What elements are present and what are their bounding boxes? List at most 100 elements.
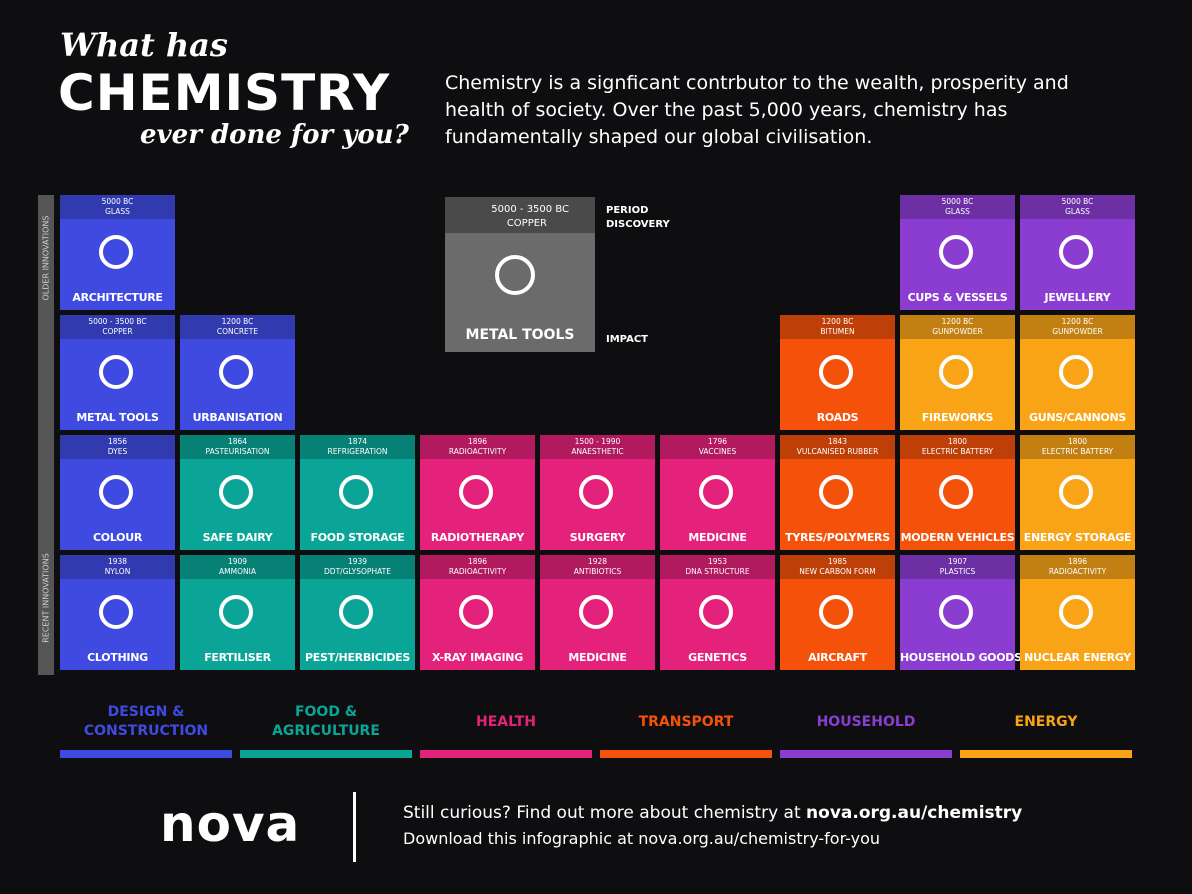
tile-discovery: ELECTRIC BATTERY xyxy=(921,447,994,456)
legend-label: TRANSPORT xyxy=(638,713,734,730)
legend-label: ENERGY xyxy=(1014,713,1078,730)
tile-period: 1800 xyxy=(1067,437,1088,446)
tile-impact: GUNS/CANNONS xyxy=(1029,411,1126,424)
legend-item: HOUSEHOLD xyxy=(780,702,952,758)
legend-item: ENERGY xyxy=(960,702,1132,758)
tile-discovery: NYLON xyxy=(104,567,131,576)
key-impact: METAL TOOLS xyxy=(465,327,575,343)
tile-impact: URBANISATION xyxy=(192,411,283,424)
tile-header: 1896 RADIOACTIVITY xyxy=(420,555,535,579)
tile-period: 1907 xyxy=(947,557,968,566)
tile-header: 1938 NYLON xyxy=(60,555,175,579)
tile-header: 1200 BC BITUMEN xyxy=(780,315,895,339)
tile-icon xyxy=(459,595,493,629)
title-line: What has xyxy=(60,26,228,64)
tile-impact: MEDICINE xyxy=(568,651,627,664)
tile-impact: SURGERY xyxy=(569,531,626,544)
legend-item: DESIGN & CONSTRUCTION xyxy=(60,702,232,758)
tile-icon xyxy=(99,355,133,389)
tile-impact: FERTILISER xyxy=(204,651,271,664)
tile: 1200 BC BITUMEN ROADS xyxy=(780,315,895,430)
footer-link: nova.org.au/chemistry xyxy=(806,803,1023,823)
tile: 1909 AMMONIA FERTILISER xyxy=(180,555,295,670)
tile-header: 5000 BC GLASS xyxy=(900,195,1015,219)
tile-header: 1856 DYES xyxy=(60,435,175,459)
axis-label: OLDER INNOVATIONS xyxy=(41,215,51,301)
tile-header: 5000 BC GLASS xyxy=(1020,195,1135,219)
tile-impact: MEDICINE xyxy=(688,531,747,544)
tile-period: 1953 xyxy=(707,557,728,566)
tile-impact: FOOD STORAGE xyxy=(310,531,405,544)
tile-icon xyxy=(819,475,853,509)
tile-impact: GENETICS xyxy=(688,651,747,664)
tile: 1864 PASTEURISATION SAFE DAIRY xyxy=(180,435,295,550)
tile: 1800 ELECTRIC BATTERY MODERN VEHICLES xyxy=(900,435,1015,550)
intro: Chemistry is a signficant contrbutor to … xyxy=(445,72,1069,148)
tile-impact: SAFE DAIRY xyxy=(202,531,273,544)
tile-header: 1953 DNA STRUCTURE xyxy=(660,555,775,579)
tile-period: 1909 xyxy=(227,557,248,566)
tile-discovery: ANTIBIOTICS xyxy=(573,567,622,576)
key-discovery: COPPER xyxy=(506,218,547,229)
title-main: CHEMISTRY xyxy=(58,64,391,122)
tile: 5000 - 3500 BC COPPER METAL TOOLS xyxy=(60,315,175,430)
logo: nova xyxy=(160,795,301,853)
tile-icon xyxy=(1059,475,1093,509)
legend-bar xyxy=(780,750,952,758)
tile-period: 1864 xyxy=(227,437,248,446)
tile-icon xyxy=(99,595,133,629)
legend-label: DESIGN & CONSTRUCTION xyxy=(83,704,209,739)
footer-text: Still curious? Find out more about chemi… xyxy=(403,803,801,823)
tile-period: 5000 BC xyxy=(941,197,974,206)
tile-discovery: BITUMEN xyxy=(820,327,855,336)
tile: 1200 BC GUNPOWDER FIREWORKS xyxy=(900,315,1015,430)
tile: 5000 BC GLASS JEWELLERY xyxy=(1020,195,1135,310)
tile: 1938 NYLON CLOTHING xyxy=(60,555,175,670)
tile-period: 1200 BC xyxy=(821,317,854,326)
key-icon xyxy=(495,255,535,295)
tile: 1200 BC CONCRETE URBANISATION xyxy=(180,315,295,430)
tile-header: 1796 VACCINES xyxy=(660,435,775,459)
tile-impact: ROADS xyxy=(816,411,859,424)
tile-period: 1896 xyxy=(1067,557,1088,566)
legend-label: HOUSEHOLD xyxy=(816,713,916,730)
tile: 1843 VULCANISED RUBBER TYRES/POLYMERS xyxy=(780,435,895,550)
legend-item: HEALTH xyxy=(420,702,592,758)
tile-header: 1896 RADIOACTIVITY xyxy=(420,435,535,459)
tile-impact: CUPS & VESSELS xyxy=(907,291,1008,304)
tile-impact: RADIOTHERAPY xyxy=(430,531,525,544)
tile-discovery: DDT/GLYSOPHATE xyxy=(324,567,391,576)
tile-header: 1200 BC CONCRETE xyxy=(180,315,295,339)
legend-item: FOOD & AGRICULTURE xyxy=(240,702,412,758)
tile-period: 1939 xyxy=(347,557,368,566)
axis-label: RECENT INNOVATIONS xyxy=(41,553,51,643)
tile: 1500 - 1990 ANAESTHETIC SURGERY xyxy=(540,435,655,550)
key-legend: DISCOVERY xyxy=(606,219,670,230)
tile-discovery: RADIOACTIVITY xyxy=(448,567,507,576)
tile-impact: PEST/HERBICIDES xyxy=(305,651,410,664)
tile-header: 1864 PASTEURISATION xyxy=(180,435,295,459)
tile: 5000 BC GLASS ARCHITECTURE xyxy=(60,195,175,310)
tile-icon xyxy=(819,595,853,629)
tile-icon xyxy=(219,595,253,629)
tile-period: 1200 BC xyxy=(221,317,254,326)
tile-period: 1800 xyxy=(947,437,968,446)
tile-impact: FIREWORKS xyxy=(921,411,994,424)
tile-discovery: PLASTICS xyxy=(939,567,976,576)
tile-header: 1896 RADIOACTIVITY xyxy=(1020,555,1135,579)
tile-period: 1896 xyxy=(467,437,488,446)
tile: 1939 DDT/GLYSOPHATE PEST/HERBICIDES xyxy=(300,555,415,670)
tile-header: 1874 REFRIGERATION xyxy=(300,435,415,459)
tile: 1953 DNA STRUCTURE GENETICS xyxy=(660,555,775,670)
legend-item: TRANSPORT xyxy=(600,702,772,758)
tile-period: 5000 BC xyxy=(1061,197,1094,206)
divider xyxy=(353,792,356,862)
tile: 1874 REFRIGERATION FOOD STORAGE xyxy=(300,435,415,550)
tile: 1928 ANTIBIOTICS MEDICINE xyxy=(540,555,655,670)
tile-header: 1909 AMMONIA xyxy=(180,555,295,579)
key-legend: IMPACT xyxy=(606,334,648,345)
tile-discovery: VULCANISED RUBBER xyxy=(796,447,879,456)
tile-impact: ENERGY STORAGE xyxy=(1023,531,1132,544)
tile-period: 1200 BC xyxy=(1061,317,1094,326)
